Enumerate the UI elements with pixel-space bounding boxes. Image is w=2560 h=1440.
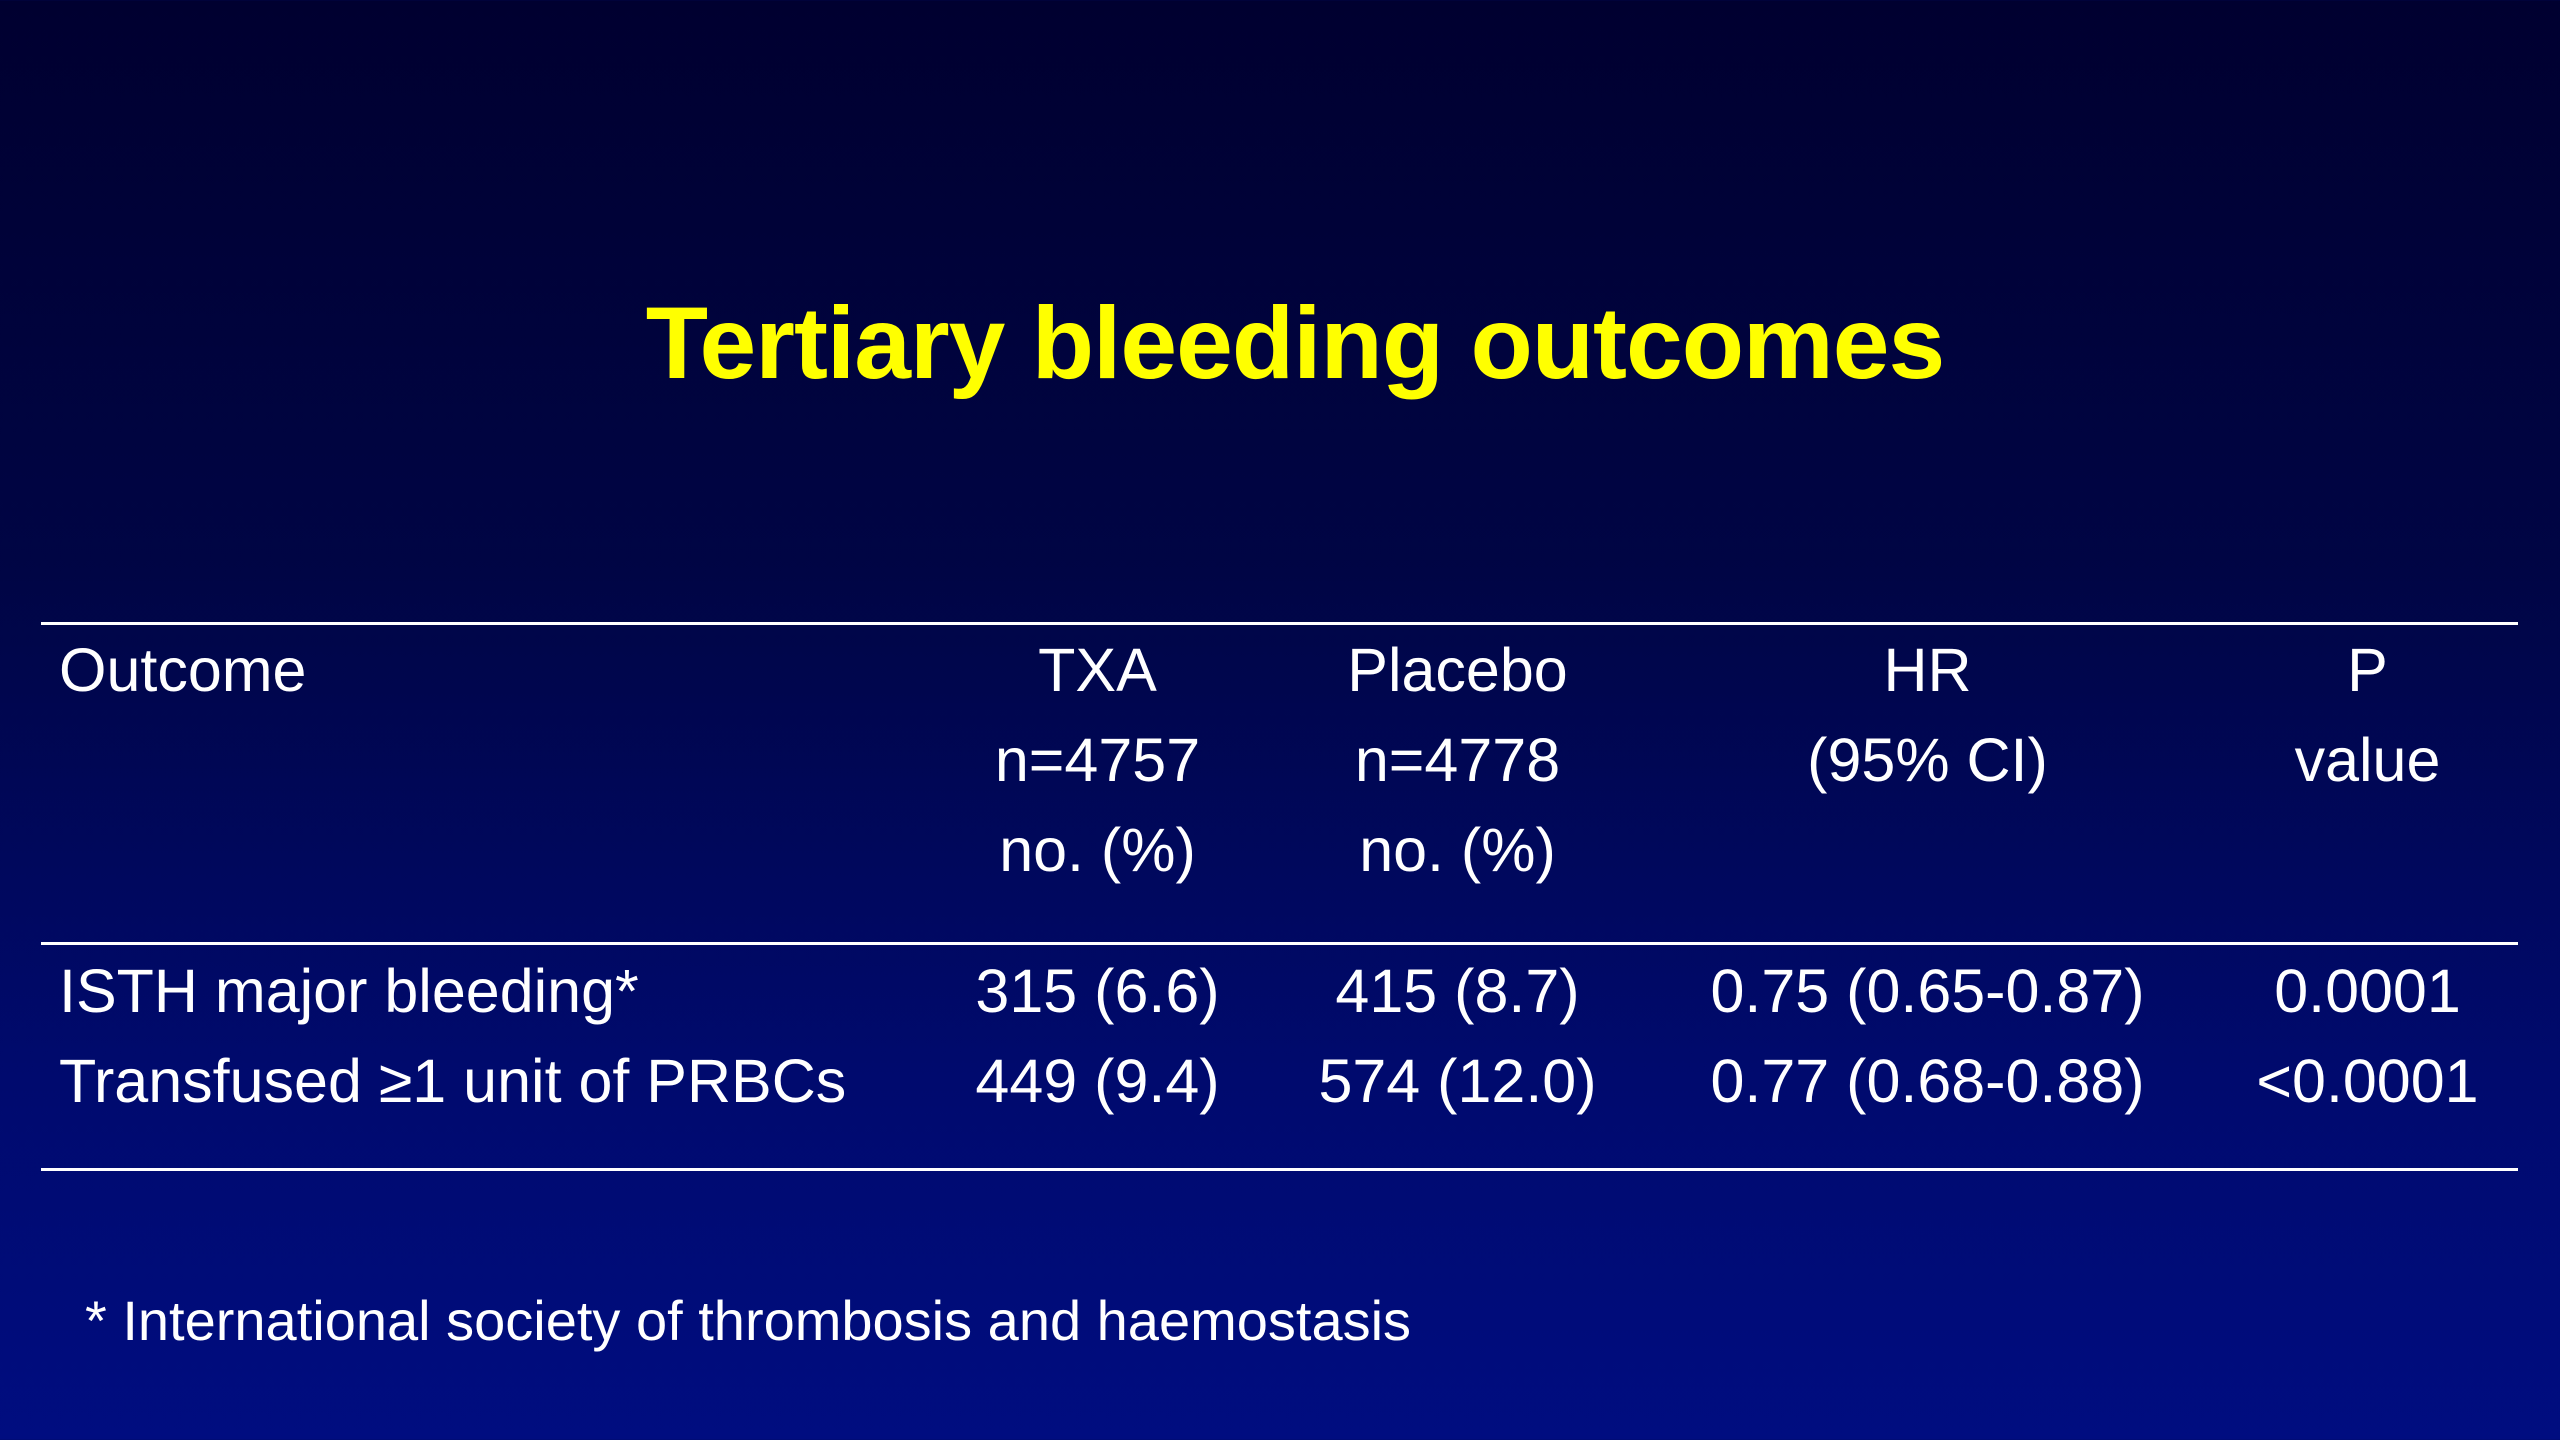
- row-p-value: <0.0001: [2256, 1047, 2479, 1115]
- hr-header-ci: (95% CI): [1807, 726, 2048, 794]
- row-hr: 0.75 (0.65-0.87): [1710, 957, 2145, 1025]
- footnote: * International society of thrombosis an…: [85, 1289, 1412, 1352]
- placebo-header-n: n=4778: [1354, 726, 1561, 794]
- txa-header-n: n=4757: [994, 726, 1201, 794]
- placebo-header-unit: no. (%): [1359, 816, 1556, 884]
- hr-header-label: HR: [1883, 636, 1972, 704]
- txa-header-label: TXA: [1038, 636, 1157, 704]
- placebo-column-header: Placebo n=4778 no. (%): [1295, 625, 1620, 895]
- table-bottom-rule: [41, 1168, 2518, 1171]
- row-txa: 449 (9.4): [975, 1047, 1220, 1115]
- row-placebo: 574 (12.0): [1318, 1047, 1597, 1115]
- txa-header-unit: no. (%): [999, 816, 1196, 884]
- outcome-header-line: Outcome: [59, 636, 307, 704]
- row-p-value: 0.0001: [2274, 957, 2461, 1025]
- placebo-header-label: Placebo: [1347, 636, 1568, 704]
- row-placebo: 415 (8.7): [1335, 957, 1580, 1025]
- outcome-column-header: Outcome: [59, 625, 307, 715]
- txa-column-header: TXA n=4757 no. (%): [945, 625, 1250, 895]
- row-hr: 0.77 (0.68-0.88): [1710, 1047, 2145, 1115]
- p-header-label: P: [2347, 636, 2388, 704]
- row-txa: 315 (6.6): [975, 957, 1220, 1025]
- row-outcome: ISTH major bleeding*: [59, 957, 639, 1025]
- table-top-rule: [41, 622, 2518, 625]
- table-header-rule: [41, 942, 2518, 945]
- p-header-value: value: [2294, 726, 2441, 794]
- p-value-column-header: P value: [2230, 625, 2505, 805]
- slide-title: Tertiary bleeding outcomes: [645, 286, 1945, 400]
- row-outcome: Transfused ≥1 unit of PRBCs: [59, 1047, 847, 1115]
- hr-column-header: HR (95% CI): [1660, 625, 2195, 805]
